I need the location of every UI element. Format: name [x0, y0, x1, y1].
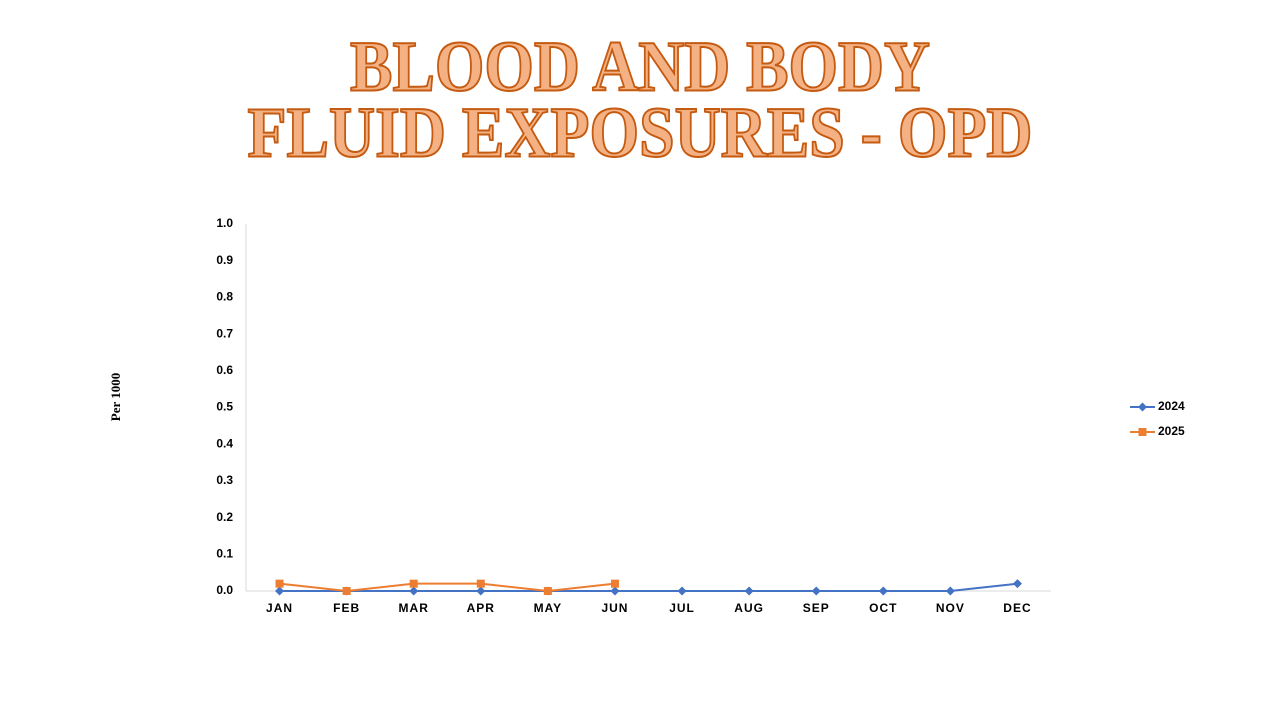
- x-tick-label: JUL: [669, 601, 695, 615]
- y-tick-label: 0.2: [216, 510, 233, 524]
- chart-title: BLOOD AND BODY: [350, 27, 930, 107]
- y-tick-label: 0.7: [216, 326, 233, 340]
- x-tick-label: MAY: [534, 601, 563, 615]
- x-tick-label: MAR: [399, 601, 429, 615]
- legend-label: 2025: [1158, 424, 1185, 438]
- y-tick-label: 0.0: [216, 583, 233, 597]
- data-point: [342, 587, 351, 595]
- y-tick-label: 1.0: [216, 216, 233, 230]
- legend-label: 2024: [1158, 399, 1185, 413]
- legend-marker: [1138, 402, 1147, 412]
- x-tick-label: FEB: [333, 601, 360, 615]
- data-point: [610, 579, 619, 588]
- data-point: [945, 586, 955, 596]
- series-line: [279, 582, 616, 593]
- x-tick-label: DEC: [1003, 601, 1031, 615]
- x-tick-label: JUN: [601, 601, 628, 615]
- data-point: [878, 586, 888, 596]
- y-tick-label: 0.5: [216, 400, 233, 414]
- x-tick-label: AUG: [734, 601, 764, 615]
- data-point: [275, 586, 285, 596]
- data-point: [409, 586, 419, 596]
- data-point: [476, 579, 485, 588]
- data-point: [543, 587, 552, 595]
- x-tick-label: NOV: [936, 601, 965, 615]
- chart-title: FLUID EXPOSURES - OPD: [248, 93, 1033, 173]
- x-tick-label: JAN: [266, 601, 293, 615]
- data-point: [610, 586, 620, 596]
- y-axis-label: Per 1000: [108, 373, 123, 422]
- y-tick-label: 0.1: [216, 546, 233, 560]
- data-point: [744, 586, 754, 596]
- y-tick-label: 0.8: [216, 290, 233, 304]
- x-tick-label: OCT: [869, 601, 897, 615]
- data-point: [811, 586, 821, 596]
- y-tick-label: 0.3: [216, 473, 233, 487]
- data-point: [409, 579, 418, 588]
- x-tick-label: SEP: [803, 601, 830, 615]
- data-point: [476, 586, 486, 596]
- data-point: [275, 579, 284, 588]
- series-line: [279, 582, 1018, 592]
- x-tick-label: APR: [467, 601, 495, 615]
- y-tick-label: 0.6: [216, 363, 233, 377]
- data-point: [1012, 579, 1022, 589]
- data-point: [677, 586, 687, 596]
- legend-marker: [1138, 428, 1147, 436]
- y-tick-label: 0.9: [216, 253, 233, 267]
- y-tick-label: 0.4: [216, 436, 233, 450]
